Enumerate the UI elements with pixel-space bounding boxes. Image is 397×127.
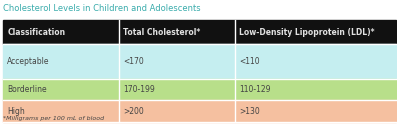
Text: <110: <110 <box>239 57 260 66</box>
Text: Classification: Classification <box>7 28 65 37</box>
Text: 170-199: 170-199 <box>123 85 155 94</box>
Bar <box>119 44 235 79</box>
Bar <box>3 79 119 100</box>
Text: Total Cholesterol*: Total Cholesterol* <box>123 28 200 37</box>
Text: >200: >200 <box>123 107 144 116</box>
Text: Acceptable: Acceptable <box>7 57 50 66</box>
Text: Cholesterol Levels in Children and Adolescents: Cholesterol Levels in Children and Adole… <box>3 4 201 13</box>
Text: *Milligrams per 100 mL of blood: *Milligrams per 100 mL of blood <box>3 116 104 121</box>
Text: Low-Density Lipoprotein (LDL)*: Low-Density Lipoprotein (LDL)* <box>239 28 374 37</box>
Text: 110-129: 110-129 <box>239 85 270 94</box>
Bar <box>235 20 396 44</box>
Bar <box>235 100 396 122</box>
Bar <box>3 20 119 44</box>
Bar <box>235 44 396 79</box>
Bar <box>3 100 119 122</box>
Bar <box>3 44 119 79</box>
Bar <box>235 79 396 100</box>
Text: >130: >130 <box>239 107 260 116</box>
Text: Borderline: Borderline <box>7 85 47 94</box>
Bar <box>119 79 235 100</box>
Bar <box>119 20 235 44</box>
Text: High: High <box>7 107 25 116</box>
Bar <box>119 100 235 122</box>
Text: <170: <170 <box>123 57 144 66</box>
